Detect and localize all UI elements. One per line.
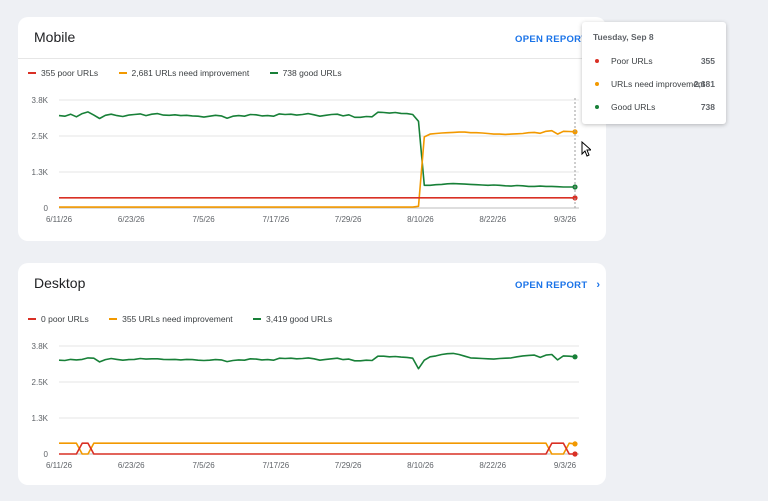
y-tick-label: 2.5K (32, 378, 49, 387)
desktop-line-chart[interactable]: 0 1.3K 2.5K 3.8K 6/11/26 6/23/26 7/5/26 7/17/26… (18, 333, 606, 483)
legend-item-good[interactable]: 3,419 good URLs (253, 314, 332, 324)
tooltip-row-poor: Poor URLs 355 (595, 56, 715, 68)
mobile-line-chart[interactable]: 0 1.3K 2.5K 3.8K 6/11/26 6/23/26 7/5/26 7/17/26… (18, 87, 606, 241)
legend-swatch (253, 317, 262, 320)
chart-legend: 355 poor URLs 2,681 URLs need improvemen… (28, 68, 360, 78)
divider (18, 58, 606, 59)
mobile-report-card: Mobile OPEN REPORT › 355 poor URLs 2,681… (18, 17, 606, 241)
tooltip-dot (595, 105, 599, 109)
x-tick-label: 7/5/26 (192, 215, 215, 224)
x-tick-label: 7/29/26 (335, 461, 362, 470)
x-tick-label: 6/23/26 (118, 215, 145, 224)
legend-item-needs[interactable]: 2,681 URLs need improvement (118, 68, 250, 78)
tooltip-value: 355 (700, 56, 715, 66)
legend-label-poor: 0 poor URLs (41, 314, 89, 324)
y-tick-label: 1.3K (32, 414, 49, 423)
legend-swatch (118, 71, 127, 74)
series-endpoint-needs (572, 441, 578, 447)
series-line-needs (59, 129, 576, 208)
y-tick-label: 0 (44, 204, 49, 213)
y-tick-label: 0 (44, 450, 49, 459)
series-endpoint-poor (572, 195, 578, 201)
x-tick-label: 6/11/26 (46, 461, 73, 470)
desktop-report-card: Desktop OPEN REPORT › 0 poor URLs 355 UR… (18, 263, 606, 485)
series-line-good (58, 111, 575, 188)
legend-label-needs: 2,681 URLs need improvement (131, 68, 250, 78)
tooltip-row-needs: URLs need improvement 2,681 (595, 79, 715, 91)
series-endpoint-good (572, 354, 578, 360)
legend-swatch (109, 317, 118, 320)
open-report-link[interactable]: OPEN REPORT › (515, 279, 600, 291)
tooltip-value: 2,681 (693, 79, 715, 89)
x-tick-label: 7/17/26 (263, 461, 290, 470)
series-endpoint-poor (572, 451, 578, 457)
legend-label-needs: 355 URLs need improvement (122, 314, 233, 324)
x-tick-label: 8/10/26 (407, 215, 434, 224)
x-tick-label: 8/10/26 (407, 461, 434, 470)
legend-item-poor[interactable]: 355 poor URLs (28, 68, 98, 78)
y-tick-label: 1.3K (32, 168, 49, 177)
tooltip-label: Poor URLs (611, 56, 653, 66)
open-report-label[interactable]: OPEN REPORT (515, 34, 588, 45)
open-report-label[interactable]: OPEN REPORT (515, 280, 588, 291)
x-tick-label: 7/5/26 (192, 461, 215, 470)
chart-legend: 0 poor URLs 355 URLs need improvement 3,… (28, 314, 350, 324)
tooltip-dot (595, 59, 599, 63)
legend-swatch (28, 71, 36, 74)
tooltip-label: URLs need improvement (611, 79, 706, 89)
legend-swatch (269, 71, 278, 74)
series-line-poor (59, 442, 575, 455)
y-tick-label: 3.8K (32, 96, 49, 105)
legend-item-good[interactable]: 738 good URLs (269, 68, 342, 78)
tooltip-date: Tuesday, Sep 8 (593, 32, 654, 42)
chart-tooltip: Tuesday, Sep 8 Poor URLs 355 URLs need i… (582, 22, 726, 124)
x-tick-label: 9/3/26 (554, 461, 577, 470)
legend-swatch (28, 317, 36, 320)
x-tick-label: 7/29/26 (335, 215, 362, 224)
tooltip-label: Good URLs (611, 102, 656, 112)
mouse-cursor-icon (581, 141, 591, 157)
legend-item-poor[interactable]: 0 poor URLs (28, 314, 89, 324)
y-tick-label: 3.8K (32, 342, 49, 351)
legend-label-good: 738 good URLs (282, 68, 342, 78)
card-title: Mobile (34, 29, 76, 45)
tooltip-value: 738 (700, 102, 715, 112)
legend-label-good: 3,419 good URLs (266, 314, 333, 324)
card-title: Desktop (34, 275, 86, 291)
x-tick-label: 8/22/26 (479, 461, 506, 470)
legend-label-poor: 355 poor URLs (41, 68, 99, 78)
x-tick-label: 7/17/26 (263, 215, 290, 224)
x-tick-label: 8/22/26 (479, 215, 506, 224)
series-line-good (58, 352, 576, 370)
y-tick-label: 2.5K (32, 132, 49, 141)
x-tick-label: 6/11/26 (46, 215, 73, 224)
chevron-right-icon: › (596, 279, 601, 291)
tooltip-row-good: Good URLs 738 (595, 102, 715, 114)
x-tick-label: 6/23/26 (118, 461, 145, 470)
tooltip-dot (595, 82, 599, 86)
legend-item-needs[interactable]: 355 URLs need improvement (109, 314, 233, 324)
series-line-needs (59, 442, 576, 455)
x-tick-label: 9/3/26 (554, 215, 577, 224)
